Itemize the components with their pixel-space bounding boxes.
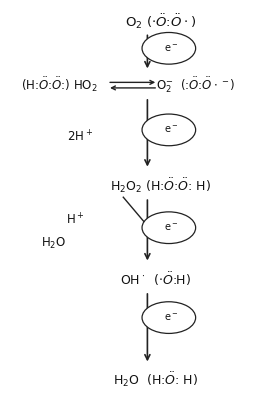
Text: e$^-$: e$^-$: [164, 43, 179, 54]
Text: H$_2$O: H$_2$O: [41, 236, 66, 251]
Ellipse shape: [142, 32, 196, 64]
Ellipse shape: [142, 212, 196, 244]
Ellipse shape: [142, 114, 196, 146]
Text: H$_2$O  (H:$\ddot{O}$: H): H$_2$O (H:$\ddot{O}$: H): [113, 371, 198, 390]
Text: 2H$^+$: 2H$^+$: [67, 129, 94, 144]
Ellipse shape: [142, 302, 196, 333]
Text: O$_2$ ($\cdot\ddot{O}$:$\ddot{O}\cdot$): O$_2$ ($\cdot\ddot{O}$:$\ddot{O}\cdot$): [125, 12, 196, 31]
Text: e$^-$: e$^-$: [164, 124, 179, 135]
Text: O$_2^{-}$  (:$\ddot{O}$:$\ddot{O}\cdot$$^-$): O$_2^{-}$ (:$\ddot{O}$:$\ddot{O}\cdot$$^…: [156, 75, 235, 95]
Text: OH$^\cdot$  ($\cdot\ddot{O}$:H): OH$^\cdot$ ($\cdot\ddot{O}$:H): [120, 270, 191, 288]
Text: H$^+$: H$^+$: [66, 212, 84, 227]
Text: e$^-$: e$^-$: [164, 312, 179, 323]
Text: H$_2$O$_2$ (H:$\ddot{O}$:$\ddot{O}$: H): H$_2$O$_2$ (H:$\ddot{O}$:$\ddot{O}$: H): [110, 177, 211, 196]
Text: e$^-$: e$^-$: [164, 222, 179, 233]
Text: (H:$\ddot{O}$:$\ddot{O}$:) HO$_2$: (H:$\ddot{O}$:$\ddot{O}$:) HO$_2$: [21, 76, 97, 94]
